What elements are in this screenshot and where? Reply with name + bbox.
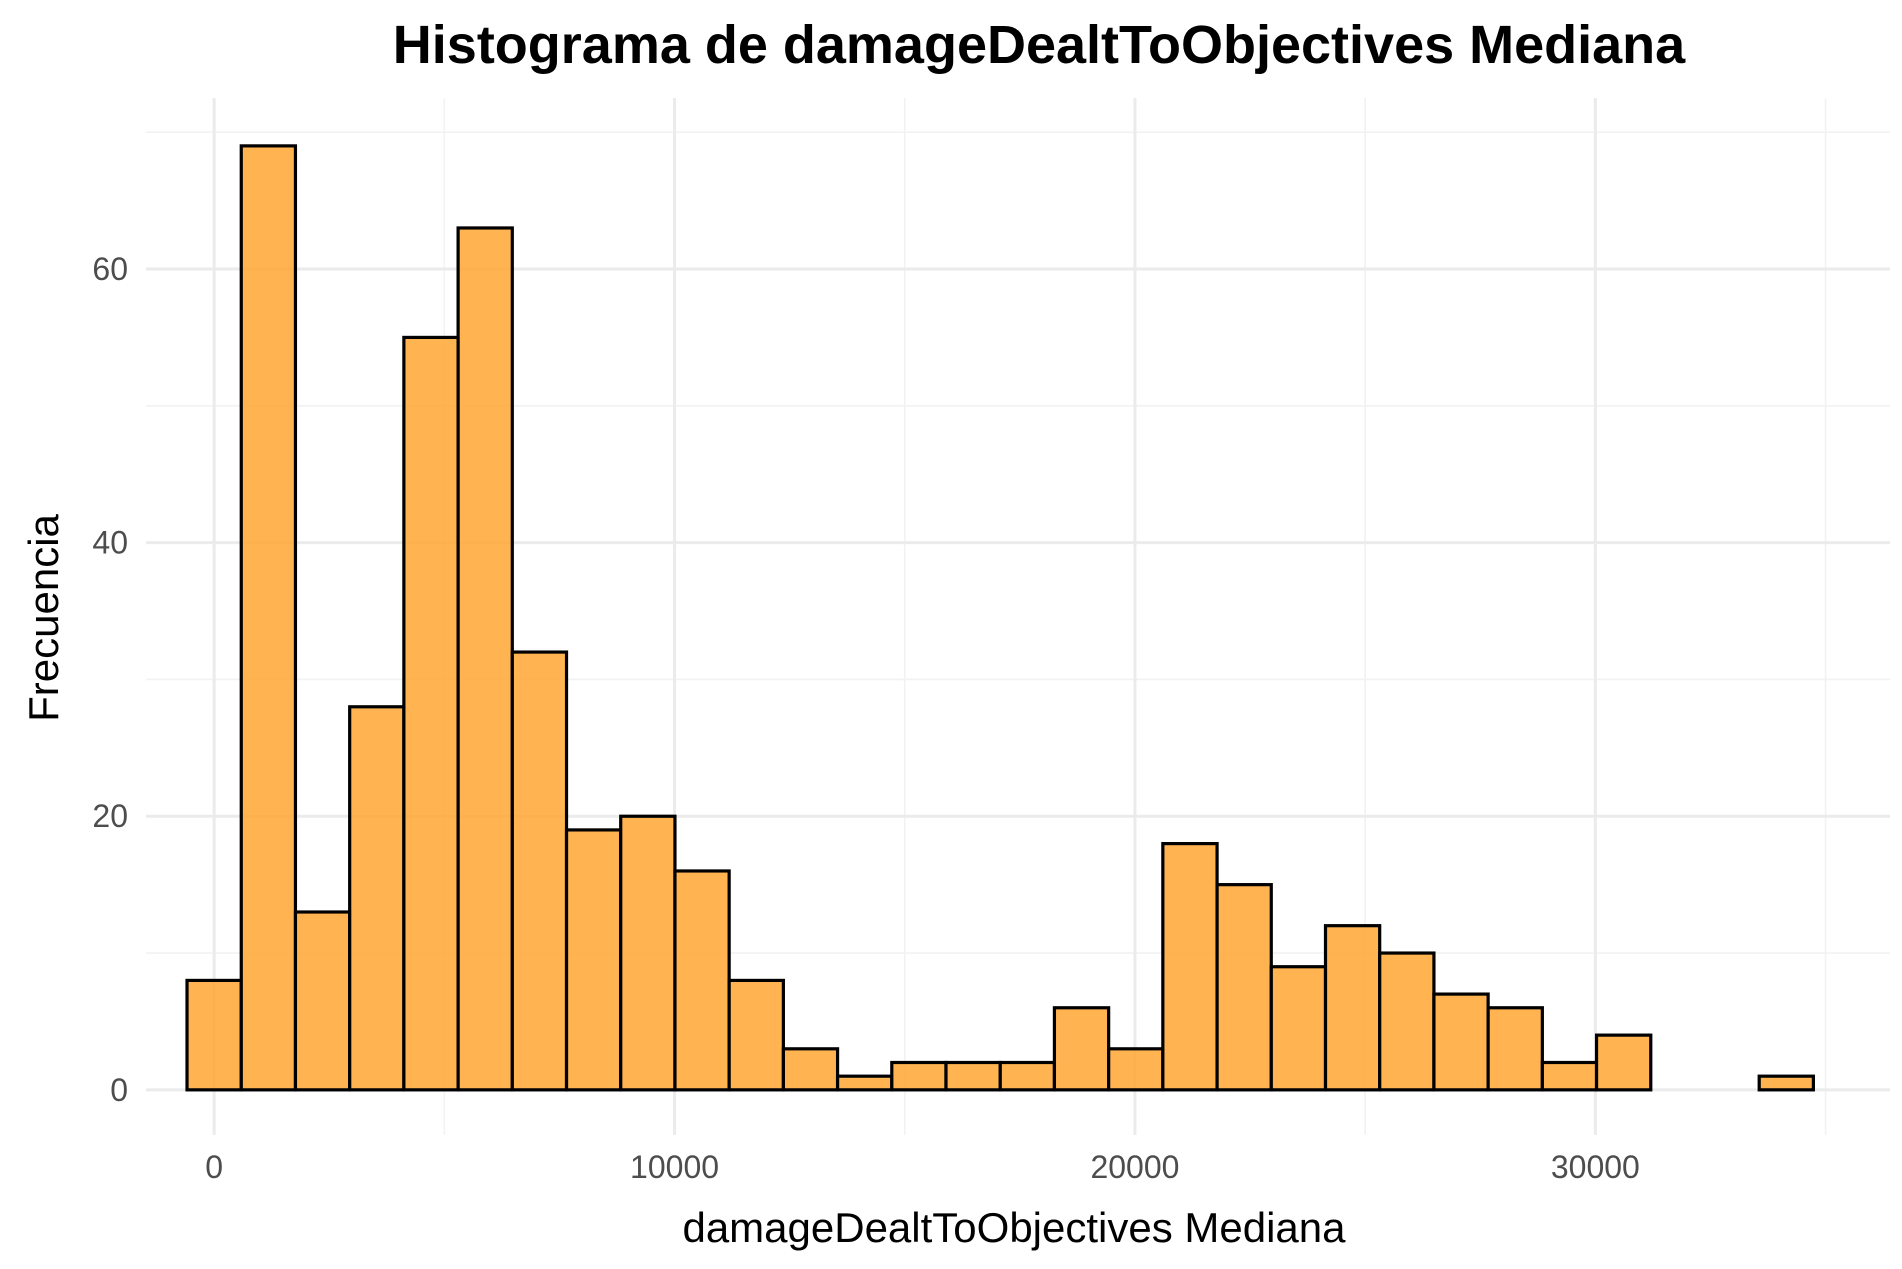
histogram-bar	[944, 1060, 1002, 1092]
histogram-bar	[619, 814, 677, 1092]
chart-title: Histograma de damageDealtToObjectives Me…	[393, 15, 1686, 75]
y-tick-label: 40	[92, 525, 128, 561]
histogram-bar	[456, 226, 514, 1092]
x-axis-label: damageDealtToObjectives Mediana	[682, 1204, 1346, 1251]
histogram-bar	[1378, 951, 1436, 1092]
histogram-bar	[564, 828, 623, 1092]
histogram-bar	[348, 705, 406, 1092]
histogram-bar	[1323, 924, 1382, 1092]
histogram-bar	[185, 978, 243, 1092]
histogram-bar	[1107, 1047, 1165, 1092]
histogram-bar	[510, 650, 569, 1092]
y-axis-label: Frecuencia	[20, 513, 67, 721]
y-tick-label: 60	[92, 251, 128, 287]
x-tick-label: 30000	[1551, 1149, 1640, 1185]
y-tick-label: 20	[92, 798, 128, 834]
histogram-bar	[835, 1074, 894, 1092]
histogram-bar	[1757, 1074, 1815, 1092]
histogram-bar	[673, 869, 731, 1092]
histogram-bar	[781, 1047, 840, 1092]
histogram-bar	[1594, 1033, 1653, 1092]
histogram-bar	[1540, 1060, 1599, 1092]
x-tick-label: 20000	[1090, 1149, 1179, 1185]
y-tick-labels: 0 20 40 60	[92, 251, 128, 1108]
histogram-bar	[998, 1060, 1057, 1092]
histogram-bar	[1161, 842, 1219, 1092]
histogram-bar	[890, 1060, 948, 1092]
histogram-bar	[402, 335, 460, 1092]
y-tick-label: 0	[110, 1072, 128, 1108]
histogram-bar	[1486, 1006, 1544, 1092]
histogram-bar	[293, 910, 352, 1092]
x-tick-label: 10000	[630, 1149, 719, 1185]
bars-layer	[185, 144, 1815, 1092]
x-tick-labels: 0 10000 20000 30000	[205, 1149, 1640, 1185]
histogram-bar	[239, 144, 298, 1092]
histogram-bar	[1269, 965, 1328, 1092]
x-tick-label: 0	[205, 1149, 223, 1185]
histogram-bar	[1432, 992, 1490, 1092]
histogram-bar	[1215, 883, 1273, 1092]
histogram-bar	[727, 978, 785, 1092]
histogram-bar	[1052, 1006, 1111, 1092]
